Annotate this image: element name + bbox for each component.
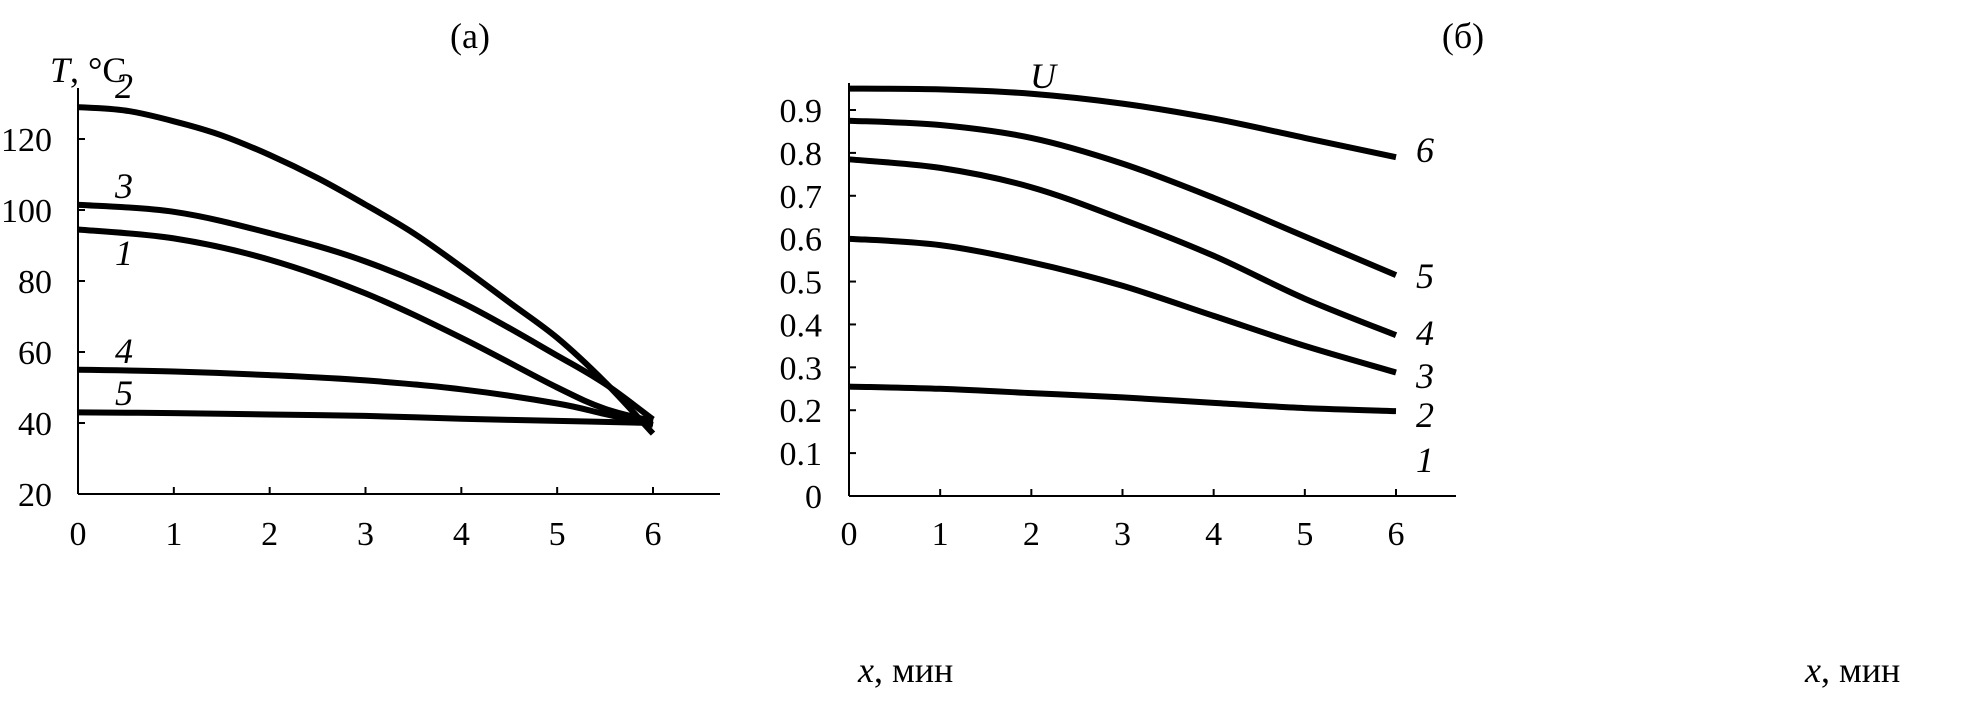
panel-a-x-tick-label: 1: [165, 516, 182, 553]
panel-a-curve-label-3: 3: [114, 166, 133, 206]
panel-a-curve-label-1: 1: [115, 233, 133, 273]
panel-b-label: (б): [1442, 16, 1484, 56]
panel-b-y-tick-label: 0.6: [780, 222, 823, 259]
panel-a-axes: [77, 88, 720, 495]
panel-a-y-tick-label: 120: [1, 122, 52, 159]
panel-b-x-tick-label: 3: [1114, 516, 1131, 553]
panel-b-series-6-line: [848, 85, 1397, 161]
panel-b-curve-label-3: 3: [1415, 356, 1434, 396]
panel-a-y-tick-label: 40: [18, 406, 52, 443]
panel-b-x-tick-label: 2: [1023, 516, 1040, 553]
panel-b-series-5-line: [848, 117, 1398, 278]
panel-a-x-tick-label: 6: [645, 516, 662, 553]
panel-b-y-tick-label: 0.2: [780, 393, 823, 430]
panel-a-curves: [77, 104, 656, 436]
panel-a-y-tick-label: 60: [18, 335, 52, 372]
panel-a-x-axis-label: x, мин: [857, 650, 953, 690]
panel-b-series-4-line: [848, 156, 1398, 338]
panel-b-y-tick-label: 0.7: [780, 179, 823, 216]
panel-a-y-axis-var: T: [50, 50, 73, 90]
panel-b-x-tick-label: 4: [1205, 516, 1222, 553]
panel-b-curve-label-4: 4: [1416, 313, 1434, 353]
panel-a-x-tick-label: 4: [453, 516, 470, 553]
panel-a-y-tick-label: 20: [18, 477, 52, 514]
panel-b-series-3-line: [848, 235, 1397, 376]
panel-b-y-tick-label: 0.9: [780, 93, 823, 130]
panel-a-curve-label-5: 5: [115, 373, 133, 413]
panel-b-y-tick-label: 0.3: [780, 350, 823, 387]
panel-b-x-tick-label: 1: [932, 516, 949, 553]
panel-a-x-tick-label: 3: [357, 516, 374, 553]
panel-b-curves: [848, 85, 1398, 415]
panel-b-x-tick-label: 6: [1388, 516, 1405, 553]
panel-b-y-tick-label: 0.5: [780, 265, 823, 302]
panel-a-y-axis-unit: , °C: [70, 50, 126, 90]
panel-a-series-2-line: [77, 104, 656, 436]
panel-b-chart: (б) U x, мин 00.10.20.30.40.50.60.70.80.…: [780, 16, 1901, 690]
panel-a-curve-label-4: 4: [115, 331, 133, 371]
panel-a-curve-label-2: 2: [115, 66, 133, 106]
panel-b-curve-labels: 234 5 6 1: [1415, 130, 1434, 480]
panel-b-ticks: 0 0.1 0.2 0.3 0.4 0.5 0.6 0.7 0.8 0.9 0 1 2 3 4 5 6: [780, 93, 1405, 553]
panel-b-curve-label-2: 2: [1416, 395, 1434, 435]
panel-b-curve-label-6: 6: [1416, 130, 1434, 170]
panel-b-y-tick-label: 0.8: [780, 136, 823, 173]
panel-b-y-axis-var: U: [1030, 56, 1058, 96]
panel-b-y-tick-label: 0: [805, 479, 822, 516]
panel-a-y-tick-label: 80: [18, 264, 52, 301]
panel-a-series-5-line: [77, 409, 654, 426]
panel-a-series-3-line: [77, 201, 655, 422]
panel-a-x-tick-label: 0: [70, 516, 87, 553]
panel-b-x-tick-label: 5: [1296, 516, 1313, 553]
panel-b-x-axis-var: x: [1804, 650, 1821, 690]
panel-b-axes: [848, 83, 1456, 497]
panel-b-x-axis-unit: , мин: [1821, 650, 1900, 690]
panel-b-x-axis-label: x, мин: [1804, 650, 1900, 690]
panel-a-label: (а): [450, 16, 490, 56]
panel-a-x-axis-unit: , мин: [874, 650, 953, 690]
panel-b-y-tick-label: 0.1: [780, 436, 823, 473]
panel-b-series-2-line: [848, 383, 1397, 415]
panel-a-curve-labels: 1 2 3 45: [114, 66, 133, 413]
panel-b-y-axis-label: U: [1030, 56, 1058, 96]
panel-b-curve-label-1: 1: [1416, 440, 1434, 480]
panel-b-x-tick-label: 0: [841, 516, 858, 553]
panel-a-y-tick-label: 100: [1, 193, 52, 230]
panel-a-x-tick-label: 2: [261, 516, 278, 553]
panel-a-x-axis-var: x: [857, 650, 874, 690]
panel-a-x-tick-label: 5: [549, 516, 566, 553]
panel-b-y-tick-label: 0.4: [780, 307, 823, 344]
panel-a-series-1-line: [77, 226, 654, 425]
panel-a-y-axis-label: T, °C: [50, 50, 126, 90]
panel-b-curve-label-5: 5: [1416, 256, 1434, 296]
panel-a-series-4-line: [77, 366, 654, 428]
